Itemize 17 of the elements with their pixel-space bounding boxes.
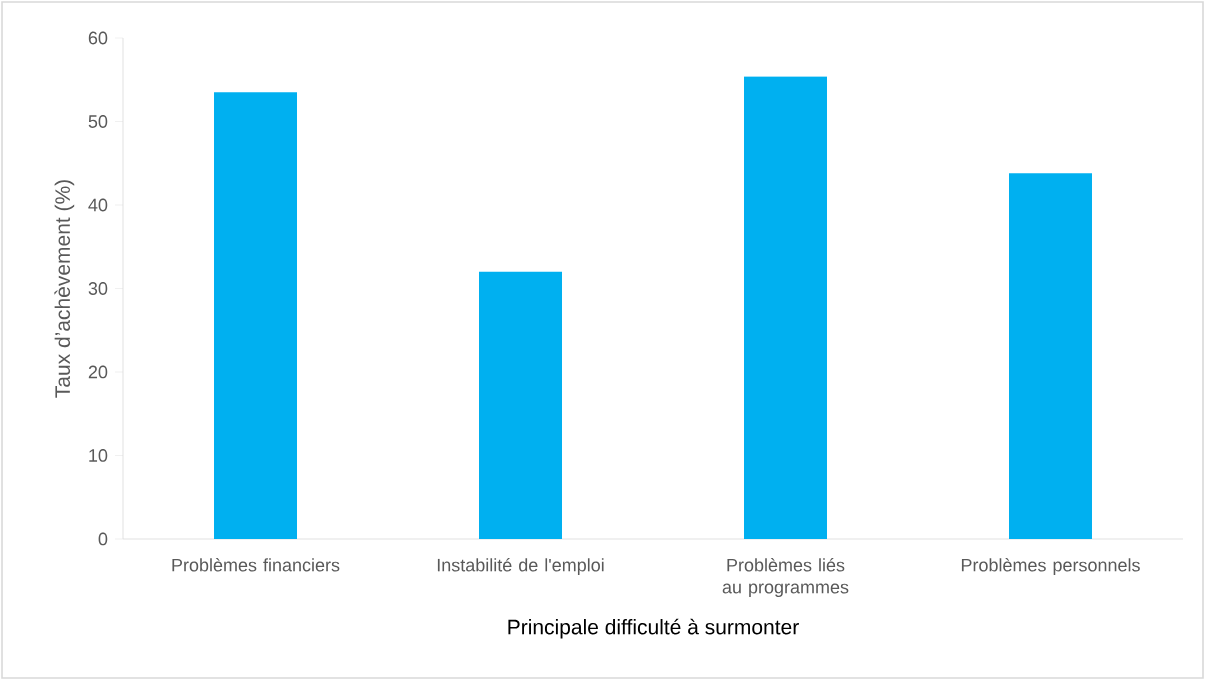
x-tick-label: Problèmes personnels	[961, 558, 1140, 576]
y-tick-label: 10	[89, 449, 108, 462]
x-axis-title: Principale difficulté à surmonter	[508, 618, 799, 639]
bar	[1009, 173, 1092, 539]
x-tick-label: Problèmes financiers	[172, 558, 340, 572]
y-tick-label: 20	[88, 365, 108, 379]
y-axis-title: Taux d’achèvement (%)	[54, 180, 75, 398]
bar	[214, 92, 298, 539]
y-tick-label: 50	[88, 115, 108, 128]
x-tick-label: Instabilité de l'emploi	[437, 558, 604, 576]
y-tick-label: 30	[88, 282, 108, 295]
x-tick-label: Problèmes liés au programmes	[722, 558, 849, 598]
y-tick-label: 60	[88, 31, 108, 45]
y-tick-label: 40	[88, 198, 108, 212]
bar	[744, 76, 827, 539]
bar	[479, 271, 563, 539]
y-tick-label: 0	[98, 532, 108, 546]
